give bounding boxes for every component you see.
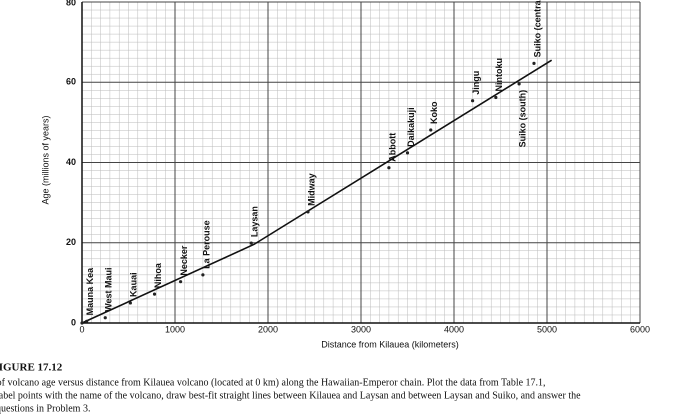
data-point	[517, 82, 521, 86]
x-tick-label: 4000	[444, 324, 464, 334]
data-point	[103, 316, 107, 320]
x-tick-label: 6000	[630, 324, 650, 334]
point-label: Kauai	[129, 272, 139, 297]
y-axis-label: Age (millions of years)	[40, 115, 50, 204]
point-label: Laysan	[250, 206, 260, 237]
data-point	[494, 95, 498, 100]
x-tick-label: 0	[79, 324, 84, 334]
data-point	[249, 241, 253, 245]
x-axis-label: Distance from Kilauea (kilometers)	[321, 339, 459, 349]
point-label: Midway	[306, 173, 316, 206]
point-label: Nintoku	[494, 58, 504, 92]
data-point	[429, 128, 433, 132]
data-point	[471, 99, 475, 103]
data-point	[178, 280, 183, 284]
data-point	[152, 292, 157, 296]
data-point	[80, 321, 84, 325]
x-tick-label: 1000	[165, 324, 185, 334]
y-tick-label: 40	[66, 157, 76, 167]
y-tick-label: 80	[66, 0, 76, 7]
point-label: Suiko (south)	[517, 90, 527, 148]
data-point	[532, 61, 536, 65]
data-point	[85, 319, 89, 323]
point-label: Nihoa	[153, 262, 163, 288]
caption-line: label points with the name of the volcan…	[0, 390, 581, 401]
x-tick-label: 3000	[351, 324, 371, 334]
point-label: Suiko (central)	[532, 0, 542, 57]
point-label: Abbott	[387, 133, 397, 162]
data-point	[128, 301, 132, 305]
point-label: La Perouse	[201, 220, 211, 269]
point-label: Daikakuji	[406, 107, 416, 147]
point-label: Koko	[429, 101, 439, 124]
figure-number: FIGURE 17.12	[0, 362, 63, 374]
x-tick-label: 2000	[258, 324, 278, 334]
point-label: Necker	[179, 245, 189, 276]
point-label: West Maui	[104, 267, 114, 311]
data-point	[387, 166, 391, 170]
data-point	[201, 273, 205, 277]
y-tick-label: 20	[66, 237, 76, 247]
y-tick-label: 0	[71, 317, 76, 327]
point-label: Jingu	[471, 71, 481, 95]
y-tick-label: 60	[66, 77, 76, 87]
caption-line: questions in Problem 3.	[0, 403, 90, 414]
x-tick-label: 5000	[537, 324, 557, 334]
fit-line	[81, 59, 553, 324]
data-point	[306, 210, 310, 214]
point-label: Mauna Kea	[85, 267, 95, 316]
data-point	[405, 151, 410, 155]
caption-line: Plot of volcano age versus distance from…	[0, 377, 546, 388]
